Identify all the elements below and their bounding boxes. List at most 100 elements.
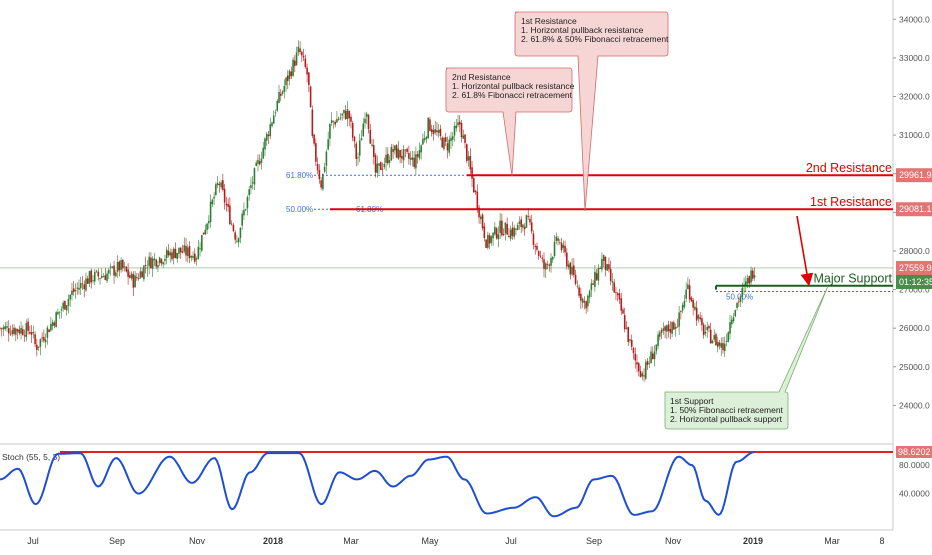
candle-body xyxy=(78,287,80,290)
candle-body xyxy=(425,136,428,140)
note-line: 1. 50% Fibonacci retracement xyxy=(670,405,784,415)
candle-body xyxy=(155,259,157,267)
candle-body xyxy=(341,113,343,116)
note-title: 1st Resistance xyxy=(521,16,577,26)
candle-body xyxy=(92,280,94,281)
price-pane: 24000.025000.026000.027000.028000.029000… xyxy=(0,0,932,531)
note-2nd-resistance[interactable]: 2nd Resistance 1. Horizontal pullback re… xyxy=(445,67,575,177)
candle-body xyxy=(134,275,136,288)
candle-body xyxy=(723,343,726,352)
candle-body xyxy=(294,60,296,66)
stochastic-line xyxy=(0,451,755,518)
candle-body xyxy=(279,93,282,96)
candle-body xyxy=(13,327,15,334)
candle-body xyxy=(208,221,210,224)
candle-body xyxy=(248,189,250,196)
candle-body xyxy=(0,328,3,330)
candle-body xyxy=(709,329,712,344)
candle-body xyxy=(22,329,24,335)
candle-body xyxy=(334,121,336,125)
candle-body xyxy=(339,117,342,119)
candle-body xyxy=(215,184,217,195)
fib-level-label: 50.00% xyxy=(286,205,313,214)
note-1st-support[interactable]: 1st Support 1. 50% Fibonacci retracement… xyxy=(664,285,829,430)
candle-body xyxy=(220,182,222,188)
candle-body xyxy=(518,221,521,225)
bar-countdown: 01:12:35 xyxy=(899,277,932,287)
candle-body xyxy=(529,219,531,223)
candle-body xyxy=(488,235,491,244)
candle-body xyxy=(622,309,624,314)
candle-body xyxy=(148,256,150,267)
candle-body xyxy=(737,301,740,303)
candle-body xyxy=(50,323,52,331)
candle-body xyxy=(250,185,252,189)
candle-body xyxy=(444,137,447,142)
candle-body xyxy=(562,244,565,249)
first-resistance-label: 1st Resistance xyxy=(810,195,892,209)
candle-body xyxy=(171,252,173,260)
candle-body xyxy=(122,259,124,269)
candle-body xyxy=(4,326,7,330)
candle-body xyxy=(93,271,96,282)
candle-body xyxy=(76,287,79,289)
candle-body xyxy=(216,182,219,186)
candle-body xyxy=(132,274,135,288)
candle-body xyxy=(30,332,33,335)
candle-body xyxy=(659,332,661,337)
price-tick-label: 26000.0 xyxy=(899,323,930,333)
candle-body xyxy=(539,255,542,257)
candle-body xyxy=(360,138,363,141)
candle-body xyxy=(232,224,235,231)
candle-body xyxy=(401,155,403,159)
candle-body xyxy=(753,275,756,278)
fibonacci-retracement[interactable]: 61.80%50.00%61.80%50.00% xyxy=(286,171,893,301)
candle-body xyxy=(192,255,194,258)
candle-body xyxy=(681,304,684,311)
candle-body xyxy=(322,173,324,190)
candle-body xyxy=(646,360,649,365)
candle-body xyxy=(560,242,563,251)
candle-body xyxy=(197,246,200,259)
candle-body xyxy=(237,238,240,243)
time-tick-label: 2019 xyxy=(743,536,763,546)
candle-body xyxy=(741,287,744,297)
candle-body xyxy=(355,143,358,159)
candle-body xyxy=(136,277,138,279)
candle-body xyxy=(481,214,484,229)
candle-body xyxy=(239,227,242,239)
note-1st-resistance[interactable]: 1st Resistance 1. Horizontal pullback re… xyxy=(514,11,669,212)
candle-body xyxy=(353,137,356,142)
candle-body xyxy=(715,334,717,346)
candle-body xyxy=(718,342,721,346)
candle-body xyxy=(69,294,71,300)
candle-body xyxy=(692,299,694,308)
candle-body xyxy=(732,317,735,322)
candle-body xyxy=(260,158,263,163)
candle-body xyxy=(120,260,122,270)
candle-body xyxy=(585,301,587,309)
stochastic-value-tag: 98.6202 xyxy=(896,445,932,458)
candle-body xyxy=(673,322,675,330)
note-title: 1st Support xyxy=(670,396,714,406)
candle-body xyxy=(372,145,375,157)
candle-body xyxy=(364,118,366,124)
candle-body xyxy=(446,143,449,151)
candle-body xyxy=(467,156,470,161)
candle-body xyxy=(697,315,700,319)
time-tick-label: Sep xyxy=(586,536,602,546)
candle-body xyxy=(25,323,28,338)
candle-body xyxy=(143,265,145,280)
candle-body xyxy=(516,224,519,230)
candle-body xyxy=(564,245,566,253)
candle-body xyxy=(299,48,301,53)
candle-body xyxy=(478,207,480,218)
candle-body xyxy=(20,327,22,334)
candle-body xyxy=(157,265,159,268)
candle-body xyxy=(313,134,315,144)
candle-body xyxy=(174,248,177,258)
candle-body xyxy=(508,235,510,238)
candle-body xyxy=(130,273,133,279)
